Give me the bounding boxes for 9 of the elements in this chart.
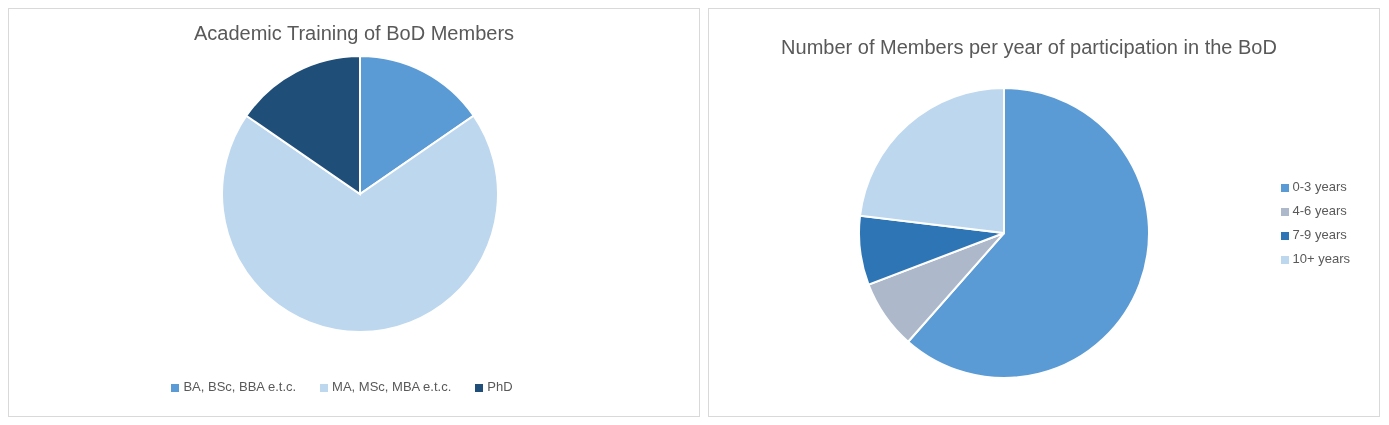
chart-title: Academic Training of BoD Members xyxy=(192,21,516,46)
legend-label: 10+ years xyxy=(1292,251,1350,266)
legend-label: 4-6 years xyxy=(1292,203,1347,218)
legend-label: MA, MSc, MBA e.t.c. xyxy=(332,379,452,394)
legend-label: 0-3 years xyxy=(1292,179,1347,194)
legend-label: BA, BSc, BBA e.t.c. xyxy=(183,379,297,394)
legend-label: PhD xyxy=(487,379,513,394)
chart-title: Number of Members per year of participation in the BoD xyxy=(780,35,1278,60)
legend-label: 7-9 years xyxy=(1292,227,1347,242)
